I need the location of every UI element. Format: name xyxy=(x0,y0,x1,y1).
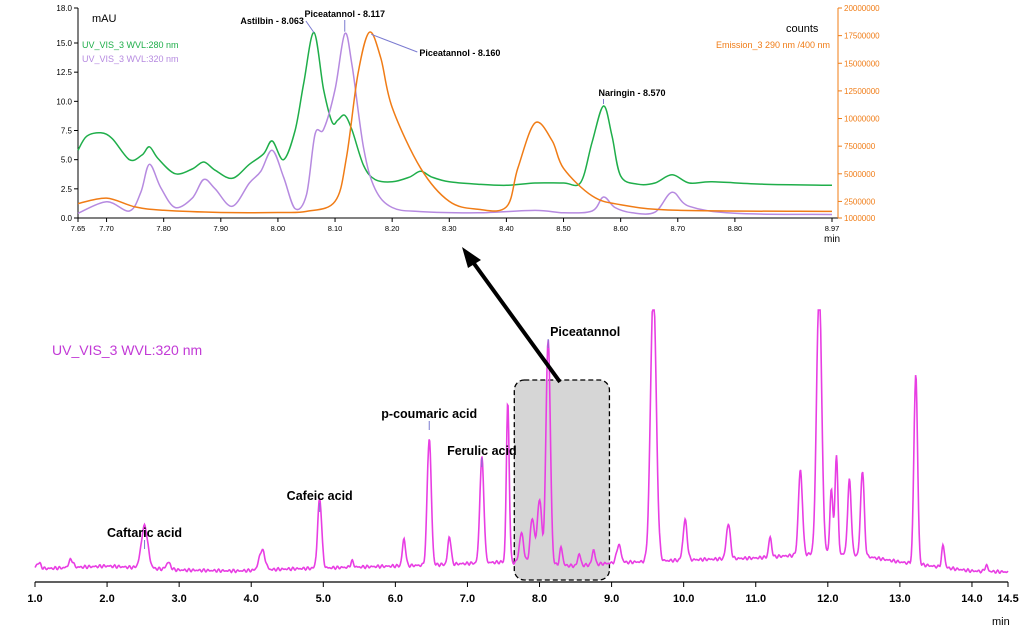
x-tick-label: 7.65 xyxy=(71,224,86,233)
y2-tick-label: 2500000 xyxy=(844,197,876,206)
y-tick-label: 12.5 xyxy=(56,68,72,77)
y2-tick-label: 1000000 xyxy=(844,214,876,223)
peak-label-piceatannol: Piceatannol xyxy=(550,325,620,339)
x-tick-label: 8.0 xyxy=(532,593,547,605)
x-tick-label: 8.20 xyxy=(385,224,400,233)
selection-region xyxy=(513,379,611,581)
y2-tick-label: 20000000 xyxy=(844,4,880,13)
zoom-arrow xyxy=(462,247,562,384)
x-tick-label: 12.0 xyxy=(817,593,838,605)
series-line-orange xyxy=(77,31,833,214)
series-line-magenta xyxy=(34,309,1009,574)
x-tick-label: 7.80 xyxy=(156,224,171,233)
x-tick-label: 7.70 xyxy=(99,224,114,233)
y2-tick-label: 5000000 xyxy=(844,170,876,179)
x-tick-label: 4.0 xyxy=(244,593,259,605)
peak-label-cafeic-acid: Cafeic acid xyxy=(287,489,353,503)
arrow-head xyxy=(462,247,481,268)
legend-label-emission: Emission_3 290 nm /400 nm xyxy=(716,40,830,50)
x-tick-label: 8.50 xyxy=(556,224,571,233)
x-tick-label: 8.00 xyxy=(271,224,286,233)
x-tick-label: 8.70 xyxy=(670,224,685,233)
annotation-piceatannol-8117: Piceatannol - 8.117 xyxy=(304,9,385,19)
series-line-violet xyxy=(77,32,833,216)
x-tick-label: 5.0 xyxy=(316,593,331,605)
y2-tick-label: 15000000 xyxy=(844,59,880,68)
y-tick-label: 0.0 xyxy=(61,214,73,223)
x-tick-label: 1.0 xyxy=(27,593,42,605)
y2-tick-label: 7500000 xyxy=(844,142,876,151)
x-axis-label: min xyxy=(824,234,840,245)
arrow-shaft xyxy=(468,256,562,384)
x-tick-label: 7.90 xyxy=(213,224,228,233)
y-tick-label: 2.5 xyxy=(61,185,73,194)
x-tick-label: 2.0 xyxy=(99,593,114,605)
x-tick-label: 8.60 xyxy=(613,224,628,233)
annotation-naringin: Naringin - 8.570 xyxy=(599,88,666,98)
peak-label-caftaric-acid: Caftaric acid xyxy=(107,526,182,540)
x-tick-label: 8.30 xyxy=(442,224,457,233)
x-tick-label: 9.0 xyxy=(604,593,619,605)
zoom-chart: 0.0 2.5 5.0 7.5 10.0 12.5 15.0 18.0 1000000 25000… xyxy=(56,4,880,245)
peak-label-p-coumaric-acid: p-coumaric acid xyxy=(381,407,477,421)
annotation-leader xyxy=(305,20,315,33)
y-tick-label: 18.0 xyxy=(56,4,72,13)
y2-tick-label: 10000000 xyxy=(844,115,880,124)
x-axis-label: min xyxy=(992,616,1010,628)
y-tick-label: 5.0 xyxy=(61,156,73,165)
x-tick-label: 8.40 xyxy=(499,224,514,233)
y2-axis-label: counts xyxy=(786,23,819,35)
y-axis-label: mAU xyxy=(92,13,117,25)
x-tick-label: 6.0 xyxy=(388,593,403,605)
annotation-leader xyxy=(371,33,418,53)
x-tick-label: 13.0 xyxy=(889,593,910,605)
x-tick-label: 10.0 xyxy=(673,593,694,605)
full-chromatogram: 1.0 2.0 3.0 4.0 5.0 6.0 7.0 8.0 9.0 10.0 11.0 12.0 1… xyxy=(27,309,1019,628)
series-title-320nm: UV_VIS_3 WVL:320 nm xyxy=(52,342,202,358)
annotation-piceatannol-8160: Piceatannol - 8.160 xyxy=(419,48,500,58)
legend-label-280nm: UV_VIS_3 WVL:280 nm xyxy=(82,40,179,50)
y-tick-label: 10.0 xyxy=(56,97,72,106)
y-tick-label: 15.0 xyxy=(56,39,72,48)
x-tick-label: 14.5 xyxy=(997,593,1018,605)
x-tick-label: 14.0 xyxy=(961,593,982,605)
annotation-astilbin: Astilbin - 8.063 xyxy=(240,16,304,26)
y2-tick-label: 12500000 xyxy=(844,87,880,96)
x-tick-label: 8.80 xyxy=(728,224,743,233)
x-tick-label: 8.97 xyxy=(825,224,840,233)
y2-tick-label: 17500000 xyxy=(844,32,880,41)
x-tick-label: 8.10 xyxy=(328,224,343,233)
x-tick-label: 7.0 xyxy=(460,593,475,605)
legend-label-320nm: UV_VIS_3 WVL:320 nm xyxy=(82,54,179,64)
x-tick-label: 3.0 xyxy=(171,593,186,605)
y-tick-label: 7.5 xyxy=(61,127,73,136)
peak-label-ferulic-acid: Ferulic acid xyxy=(447,444,516,458)
series-line-green xyxy=(77,31,833,187)
x-tick-label: 11.0 xyxy=(745,593,766,605)
